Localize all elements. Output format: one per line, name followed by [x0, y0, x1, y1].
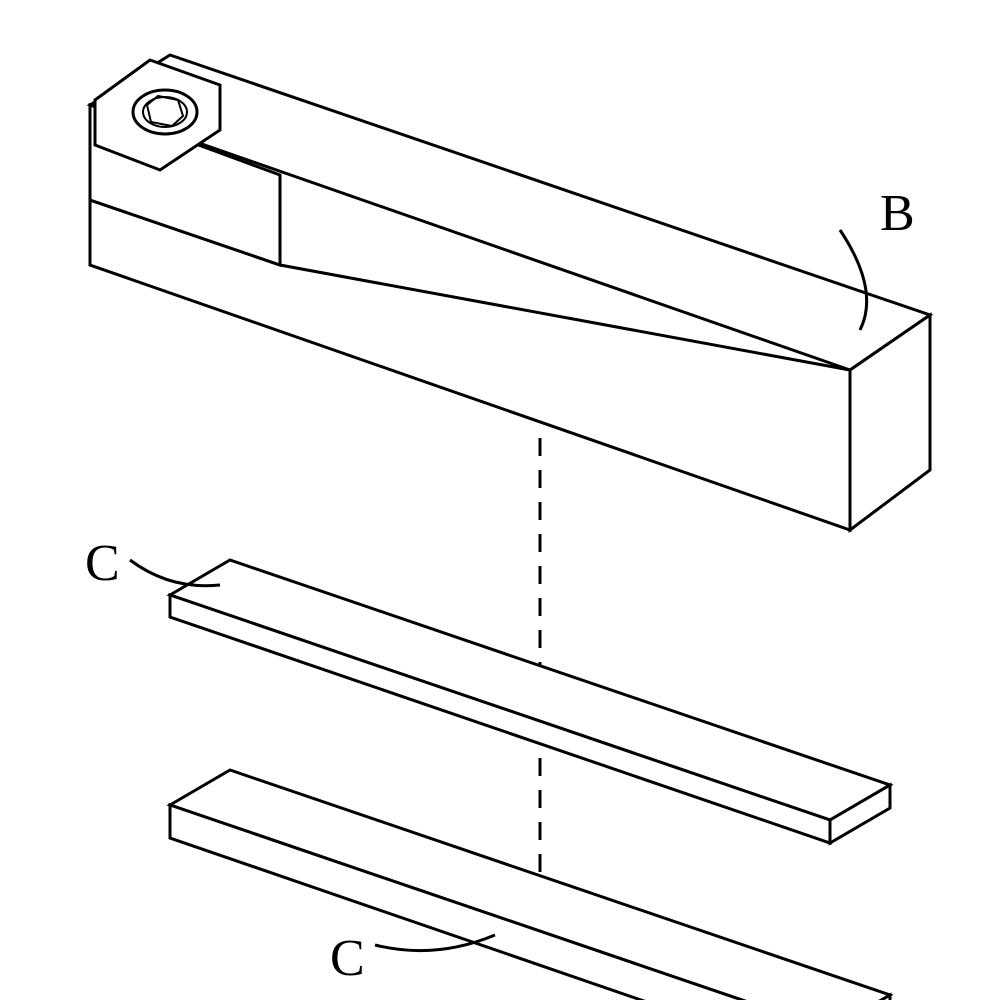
technical-diagram: B C C [0, 0, 983, 1000]
tool-bar-B [90, 55, 930, 530]
label-B: B [880, 185, 915, 242]
label-C-lower: C [330, 930, 365, 987]
label-C-upper: C [85, 535, 120, 592]
shim1-top [170, 560, 890, 820]
